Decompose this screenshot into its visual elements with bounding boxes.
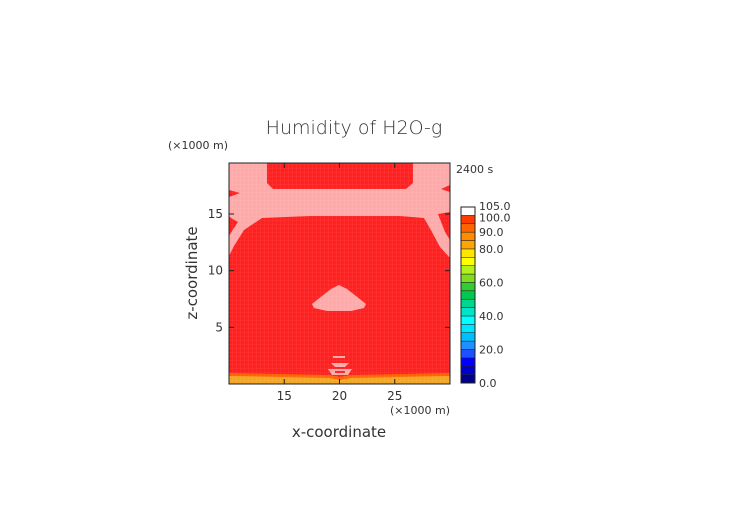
x-tick-label: 25 [387, 389, 402, 403]
grid-overlay [229, 163, 450, 384]
colorbar-swatch [460, 248, 476, 258]
colorbar-tick-label: 100.0 [479, 211, 511, 224]
colorbar-swatch [460, 340, 476, 350]
colorbar-tick-label: 60.0 [479, 276, 504, 289]
y-axis-label: z-coordinate [183, 226, 201, 319]
time-label: 2400 s [456, 163, 493, 176]
colorbar-swatch [460, 240, 476, 250]
colorbar-swatch [460, 374, 476, 384]
y-tick-label: 15 [208, 207, 223, 221]
colorbar-swatch [460, 215, 476, 225]
colorbar-swatch [460, 349, 476, 359]
colorbar-swatch [460, 265, 476, 275]
chart-title: Humidity of H2O-g [266, 117, 443, 139]
colorbar-tick-label: 90.0 [479, 226, 504, 239]
colorbar-swatch [460, 307, 476, 317]
colorbar-swatch [460, 231, 476, 241]
colorbar-tick-label: 80.0 [479, 243, 504, 256]
x-tick-label: 15 [277, 389, 292, 403]
heatmap-field [229, 163, 450, 384]
y-tick-label: 10 [208, 264, 223, 278]
colorbar-swatch [460, 315, 476, 325]
colorbar-tick-label: 105.0 [479, 200, 511, 213]
x-axis-unit: (×1000 m) [390, 404, 450, 417]
colorbar-swatch [460, 223, 476, 233]
colorbar-swatch [460, 324, 476, 333]
colorbar-swatch [460, 206, 476, 216]
colorbar-swatch [460, 332, 476, 342]
colorbar-tick-label: 0.0 [479, 377, 497, 390]
colorbar-frame [460, 206, 476, 384]
colorbar-swatch [460, 282, 476, 292]
y-axis-unit: (×1000 m) [168, 139, 228, 152]
colorbar-swatch [460, 257, 476, 266]
x-axis-label: x-coordinate [292, 423, 386, 441]
colorbar-swatch [460, 290, 476, 300]
colorbar-tick-label: 20.0 [479, 343, 504, 356]
colorbar-swatch [460, 365, 476, 375]
colorbar-swatch [460, 357, 476, 367]
colorbar-swatch [460, 298, 476, 308]
y-tick-label: 5 [215, 320, 223, 334]
x-tick-label: 20 [332, 389, 347, 403]
colorbar-swatch [460, 273, 476, 283]
colorbar-tick-label: 40.0 [479, 310, 504, 323]
y-axis-ticks: 5 10 15 [208, 207, 450, 334]
x-axis-ticks: 15 20 25 [277, 163, 402, 403]
